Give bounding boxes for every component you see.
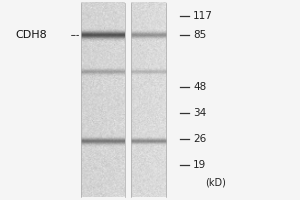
Text: 48: 48 xyxy=(193,82,206,92)
Text: 34: 34 xyxy=(193,108,206,118)
Text: (kD): (kD) xyxy=(205,177,226,187)
Text: 85: 85 xyxy=(193,30,206,40)
Text: 117: 117 xyxy=(193,11,213,21)
Text: CDH8: CDH8 xyxy=(15,30,47,40)
Text: 26: 26 xyxy=(193,134,206,144)
Text: 19: 19 xyxy=(193,160,206,170)
